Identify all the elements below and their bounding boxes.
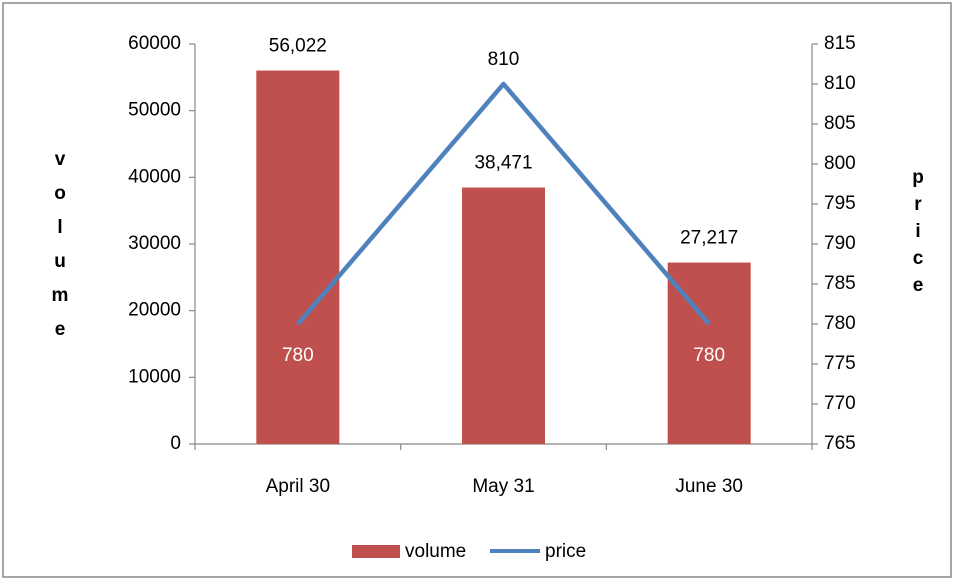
y2-tick-label: 815 [824, 33, 856, 54]
bar-value-label: 56,022 [269, 36, 327, 57]
legend-label: volume [405, 541, 466, 562]
bar-value-label: 38,471 [474, 153, 532, 174]
bar [256, 70, 340, 445]
y2-tick-label: 790 [824, 233, 856, 254]
y-tick-label: 0 [170, 433, 181, 454]
bar [462, 187, 545, 444]
y2-tick-label: 785 [824, 273, 856, 294]
y-tick-label: 10000 [128, 366, 181, 387]
line-value-label: 780 [282, 345, 314, 366]
x-tick-label: April 30 [266, 476, 330, 497]
y2-tick-label: 795 [824, 193, 856, 214]
y2-tick-label: 800 [824, 153, 856, 174]
y2-tick-label: 770 [824, 393, 856, 414]
y2-tick-label: 775 [824, 353, 856, 374]
legend-label: price [545, 541, 586, 562]
y2-tick-label: 805 [824, 113, 856, 134]
bar-value-label: 27,217 [680, 228, 738, 249]
x-tick-label: May 31 [472, 476, 534, 497]
y2-tick-label: 780 [824, 313, 856, 334]
y-tick-label: 50000 [128, 100, 181, 121]
y2-tick-label: 810 [824, 73, 856, 94]
y2-tick-label: 765 [824, 433, 856, 454]
y-tick-label: 40000 [128, 166, 181, 187]
y-tick-label: 20000 [128, 300, 181, 321]
line-value-label: 810 [488, 49, 520, 70]
price-line [296, 81, 711, 326]
y-tick-label: 60000 [128, 33, 181, 54]
y-tick-label: 30000 [128, 233, 181, 254]
x-tick-label: June 30 [675, 476, 743, 497]
line-value-label: 780 [693, 345, 725, 366]
legend-swatch [352, 545, 400, 558]
